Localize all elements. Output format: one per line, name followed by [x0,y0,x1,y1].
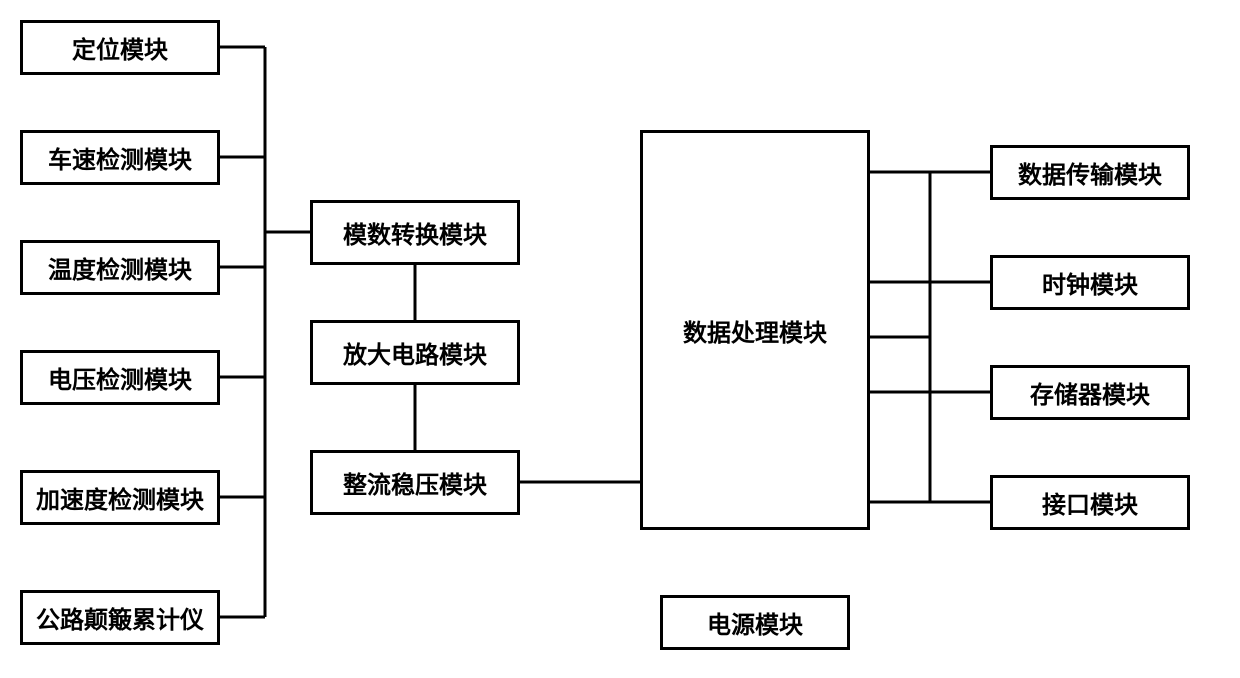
box-temp-detect-module: 温度检测模块 [20,240,220,295]
connectors-svg [0,0,1240,678]
box-speed-detect-module: 车速检测模块 [20,130,220,185]
box-clock-module: 时钟模块 [990,255,1190,310]
label: 数据处理模块 [683,313,827,348]
label: 时钟模块 [1042,265,1138,300]
label: 温度检测模块 [48,250,192,285]
label: 数据传输模块 [1018,155,1162,190]
label: 车速检测模块 [48,140,192,175]
box-memory-module: 存储器模块 [990,365,1190,420]
box-rectifier-module: 整流稳压模块 [310,450,520,515]
label: 整流稳压模块 [343,465,487,500]
label: 接口模块 [1042,485,1138,520]
label: 定位模块 [72,30,168,65]
box-data-processing-module: 数据处理模块 [640,130,870,530]
box-data-transfer-module: 数据传输模块 [990,145,1190,200]
label: 公路颠簸累计仪 [36,600,204,635]
box-power-module: 电源模块 [660,595,850,650]
box-positioning-module: 定位模块 [20,20,220,75]
label: 存储器模块 [1030,375,1150,410]
label: 加速度检测模块 [36,480,204,515]
label: 电源模块 [707,605,803,640]
label: 模数转换模块 [343,215,487,250]
box-road-bump-meter: 公路颠簸累计仪 [20,590,220,645]
label: 电压检测模块 [48,360,192,395]
box-voltage-detect-module: 电压检测模块 [20,350,220,405]
box-interface-module: 接口模块 [990,475,1190,530]
label: 放大电路模块 [343,335,487,370]
box-accel-detect-module: 加速度检测模块 [20,470,220,525]
box-amplifier-module: 放大电路模块 [310,320,520,385]
box-adc-module: 模数转换模块 [310,200,520,265]
